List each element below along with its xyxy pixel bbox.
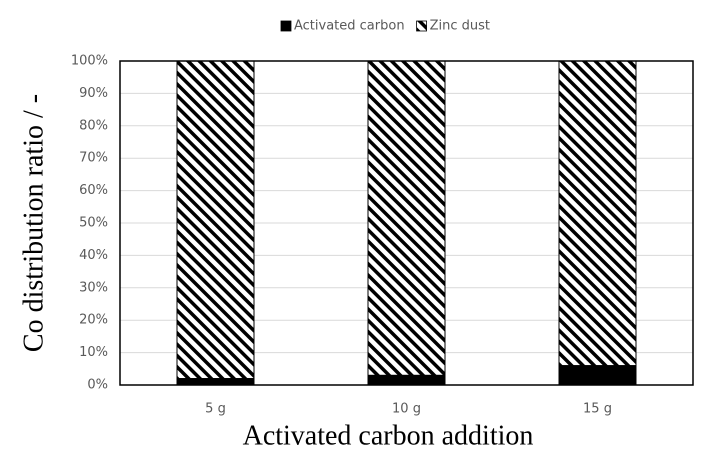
x-tick-label: 5 g: [205, 402, 226, 417]
bar-segment: [367, 60, 446, 376]
x-tick-label: 15 g: [583, 402, 612, 417]
y-tick-label: 40%: [79, 248, 108, 263]
y-tick-label: 80%: [79, 118, 108, 133]
y-axis-title: Co distribution ratio / -: [18, 94, 49, 352]
plot-border: [119, 60, 694, 386]
x-tick-label: 10 g: [392, 402, 421, 417]
y-tick-label: 60%: [79, 183, 108, 198]
legend: Activated carbon Zinc dust: [280, 19, 490, 34]
y-tick-label: 90%: [79, 86, 108, 101]
y-tick-label: 0%: [87, 378, 108, 393]
legend-swatch: [416, 20, 427, 32]
bar-segment: [558, 365, 637, 386]
legend-label: Activated carbon: [294, 19, 405, 34]
bar-segment: [176, 60, 255, 380]
y-tick-label: 20%: [79, 313, 108, 328]
y-tick-label: 100%: [71, 54, 108, 69]
bar-segment: [558, 60, 637, 367]
y-tick-label: 10%: [79, 345, 108, 360]
bar-segment: [367, 374, 446, 386]
y-tick-label: 30%: [79, 280, 108, 295]
x-axis-title: Activated carbon addition: [243, 420, 534, 451]
legend-label: Zinc dust: [430, 19, 490, 34]
y-tick-label: 50%: [79, 216, 108, 231]
y-tick-label: 70%: [79, 151, 108, 166]
legend-swatch: [280, 20, 292, 32]
bar-segment: [176, 378, 255, 386]
